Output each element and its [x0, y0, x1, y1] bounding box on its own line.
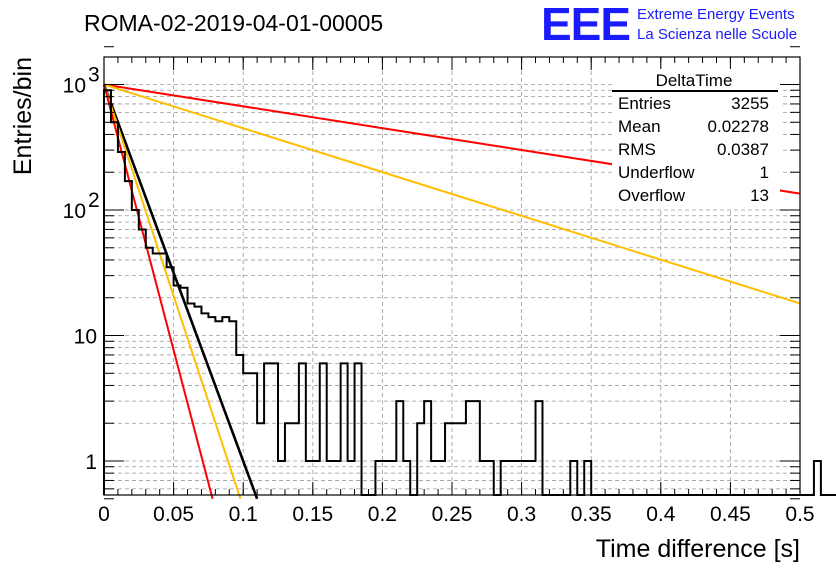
x-tick-label: 0.25	[432, 503, 473, 526]
stats-box: DeltaTime Entries 3255 Mean 0.02278 RMS 0.038…	[612, 69, 780, 209]
x-tick-label: 0.2	[368, 503, 397, 526]
y-tick-label: 10	[63, 75, 86, 98]
stats-row-value: 0.02278	[708, 117, 769, 136]
y-tick-label-exponent: 3	[88, 64, 100, 87]
fit-curve	[102, 84, 259, 500]
eee-logo: EEE Extreme Energy Events La Scienza nel…	[541, 0, 797, 50]
logo-line2: La Scienza nelle Scuole	[637, 26, 797, 43]
y-tick-label-exponent: 2	[88, 189, 100, 212]
y-tick-label: 10	[74, 326, 97, 349]
fit-curve	[103, 84, 214, 500]
y-tick-label: 1	[85, 451, 97, 474]
y-tick-label: 10	[63, 200, 86, 223]
x-tick-label: 0.4	[646, 503, 676, 526]
axis-ticks: 0 0.05 0.1 0.15 0.2 0.25 0.3 0.35 0.4 0.45 0.5 1 10 1…	[63, 46, 815, 526]
stats-row-value: 1	[760, 163, 769, 182]
x-tick-label: 0	[98, 503, 110, 526]
stats-row-label: Mean	[618, 117, 661, 136]
x-tick-label: 0.5	[785, 503, 814, 526]
stats-row-value: 13	[750, 186, 769, 205]
stats-row-value: 3255	[731, 94, 769, 113]
histogram-outline	[103, 89, 836, 496]
x-axis-label: Time difference [s]	[596, 535, 800, 563]
stats-row-label: Overflow	[618, 186, 686, 205]
stats-row-value: 0.0387	[717, 140, 769, 159]
y-axis-label: Entries/bin	[9, 57, 37, 175]
stats-row-label: RMS	[618, 140, 656, 159]
x-tick-label: 0.35	[571, 503, 612, 526]
histogram	[103, 89, 836, 496]
logo-text: EEE	[541, 0, 630, 50]
x-tick-label: 0.45	[710, 503, 751, 526]
x-tick-label: 0.05	[153, 503, 194, 526]
stats-row-label: Underflow	[618, 163, 695, 182]
fit-curve	[103, 83, 801, 305]
x-tick-label: 0.3	[507, 503, 536, 526]
stats-row-label: Entries	[618, 94, 671, 113]
stats-title: DeltaTime	[656, 71, 733, 90]
stats-box-bg	[612, 69, 780, 209]
fit-curve	[103, 84, 242, 500]
x-tick-label: 0.15	[292, 503, 333, 526]
chart-title: ROMA-02-2019-04-01-00005	[84, 10, 383, 36]
logo-line1: Extreme Energy Events	[637, 6, 795, 23]
x-tick-label: 0.1	[229, 503, 258, 526]
